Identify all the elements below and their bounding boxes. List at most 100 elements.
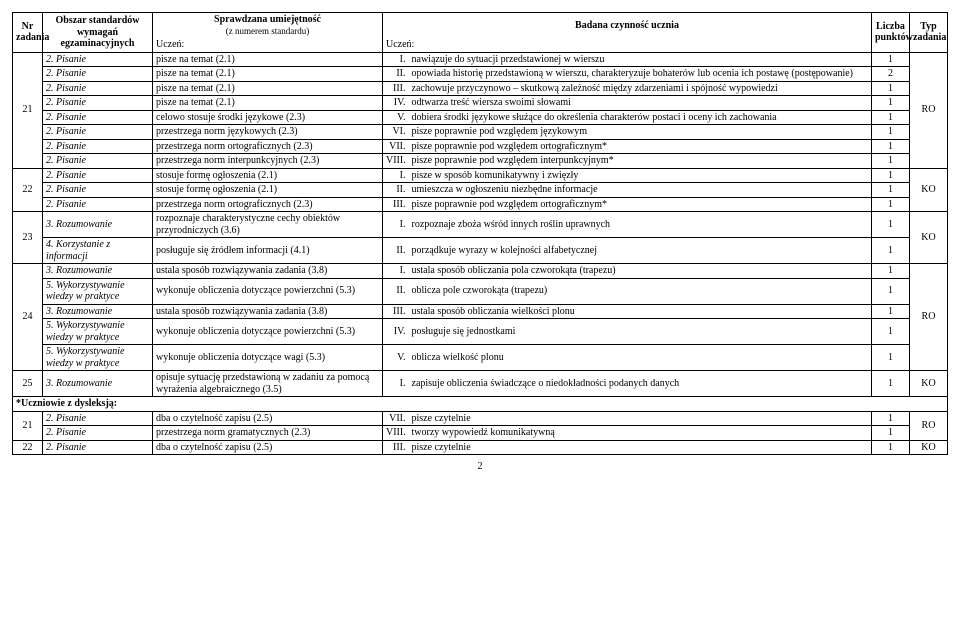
skill-cell: stosuje formę ogłoszenia (2.1)	[153, 183, 383, 198]
table-row: 2. Pisanieprzestrzega norm językowych (2…	[13, 125, 948, 140]
area-cell: 2. Pisanie	[43, 110, 153, 125]
task-number: 21	[13, 411, 43, 440]
activity-num: III.	[383, 304, 409, 319]
activity-num: VII.	[383, 411, 409, 426]
points-cell: 1	[872, 183, 910, 198]
skill-cell: stosuje formę ogłoszenia (2.1)	[153, 168, 383, 183]
points-cell: 1	[872, 168, 910, 183]
activity-cell: pisze czytelnie	[409, 440, 872, 455]
points-cell: 1	[872, 110, 910, 125]
skill-cell: pisze na temat (2.1)	[153, 81, 383, 96]
skill-cell: wykonuje obliczenia dotyczące wagi (5.3)	[153, 345, 383, 371]
activity-num: VIII.	[383, 426, 409, 441]
skill-cell: ustala sposób rozwiązywania zadania (3.8…	[153, 304, 383, 319]
activity-cell: pisze poprawnie pod względem językowym	[409, 125, 872, 140]
skill-cell: przestrzega norm gramatycznych (2.3)	[153, 426, 383, 441]
table-row: 5. Wykorzystywanie wiedzy w praktycewyko…	[13, 319, 948, 345]
activity-cell: pisze poprawnie pod względem ortograficz…	[409, 197, 872, 212]
area-cell: 3. Rozumowanie	[43, 371, 153, 397]
area-cell: 3. Rozumowanie	[43, 212, 153, 238]
table-row: 2. Pisaniestosuje formę ogłoszenia (2.1)…	[13, 183, 948, 198]
activity-num: VI.	[383, 125, 409, 140]
activity-cell: pisze poprawnie pod względem ortograficz…	[409, 139, 872, 154]
activity-num: III.	[383, 440, 409, 455]
activity-num: VII.	[383, 139, 409, 154]
task-number: 22	[13, 168, 43, 212]
activity-num: I.	[383, 168, 409, 183]
activity-cell: porządkuje wyrazy w kolejności alfabetyc…	[409, 238, 872, 264]
skill-cell: wykonuje obliczenia dotyczące powierzchn…	[153, 319, 383, 345]
table-row: 243. Rozumowanieustala sposób rozwiązywa…	[13, 264, 948, 279]
table-row: 2. Pisanieprzestrzega norm ortograficzny…	[13, 197, 948, 212]
table-row: 2. Pisaniepisze na temat (2.1)III.zachow…	[13, 81, 948, 96]
skill-cell: dba o czytelność zapisu (2.5)	[153, 440, 383, 455]
area-cell: 2. Pisanie	[43, 197, 153, 212]
table-row: 4. Korzystanie z informacjiposługuje się…	[13, 238, 948, 264]
activity-cell: oblicza wielkość plonu	[409, 345, 872, 371]
table-row: 2. Pisaniepisze na temat (2.1)IV.odtwarz…	[13, 96, 948, 111]
table-row: 212. Pisaniedba o czytelność zapisu (2.5…	[13, 411, 948, 426]
area-cell: 3. Rozumowanie	[43, 264, 153, 279]
activity-cell: tworzy wypowiedź komunikatywną	[409, 426, 872, 441]
area-cell: 2. Pisanie	[43, 183, 153, 198]
points-cell: 1	[872, 197, 910, 212]
type-cell: KO	[910, 168, 948, 212]
activity-num: II.	[383, 183, 409, 198]
activity-cell: posługuje się jednostkami	[409, 319, 872, 345]
area-cell: 5. Wykorzystywanie wiedzy w praktyce	[43, 278, 153, 304]
type-cell: KO	[910, 440, 948, 455]
activity-cell: zapisuje obliczenia świadczące o niedokł…	[409, 371, 872, 397]
type-cell: RO	[910, 52, 948, 168]
activity-num: I.	[383, 264, 409, 279]
table-row: 233. Rozumowanierozpoznaje charakterysty…	[13, 212, 948, 238]
area-cell: 4. Korzystanie z informacji	[43, 238, 153, 264]
activity-num: V.	[383, 345, 409, 371]
area-cell: 2. Pisanie	[43, 139, 153, 154]
activity-num: III.	[383, 81, 409, 96]
activity-num: VIII.	[383, 154, 409, 169]
table-row: 5. Wykorzystywanie wiedzy w praktycewyko…	[13, 345, 948, 371]
skill-cell: rozpoznaje charakterystyczne cechy obiek…	[153, 212, 383, 238]
activity-num: V.	[383, 110, 409, 125]
dyslexia-header-row: *Uczniowie z dysleksją:	[13, 397, 948, 412]
skill-cell: posługuje się źródłem informacji (4.1)	[153, 238, 383, 264]
table-row: 222. Pisaniedba o czytelność zapisu (2.5…	[13, 440, 948, 455]
area-cell: 2. Pisanie	[43, 81, 153, 96]
skill-cell: pisze na temat (2.1)	[153, 67, 383, 82]
points-cell: 1	[872, 212, 910, 238]
skill-cell: pisze na temat (2.1)	[153, 52, 383, 67]
activity-num: I.	[383, 212, 409, 238]
area-cell: 2. Pisanie	[43, 96, 153, 111]
activity-cell: zachowuje przyczynowo – skutkową zależno…	[409, 81, 872, 96]
skill-cell: wykonuje obliczenia dotyczące powierzchn…	[153, 278, 383, 304]
skill-cell: przestrzega norm ortograficznych (2.3)	[153, 139, 383, 154]
points-cell: 1	[872, 345, 910, 371]
type-cell: RO	[910, 411, 948, 440]
activity-cell: dobiera środki językowe służące do okreś…	[409, 110, 872, 125]
area-cell: 2. Pisanie	[43, 52, 153, 67]
area-cell: 2. Pisanie	[43, 411, 153, 426]
task-number: 22	[13, 440, 43, 455]
points-cell: 1	[872, 264, 910, 279]
activity-num: IV.	[383, 319, 409, 345]
activity-cell: umieszcza w ogłoszeniu niezbędne informa…	[409, 183, 872, 198]
points-cell: 1	[872, 304, 910, 319]
points-cell: 1	[872, 154, 910, 169]
area-cell: 2. Pisanie	[43, 154, 153, 169]
area-cell: 2. Pisanie	[43, 168, 153, 183]
activity-cell: pisze poprawnie pod względem interpunkcy…	[409, 154, 872, 169]
activity-num: I.	[383, 52, 409, 67]
task-number: 23	[13, 212, 43, 264]
points-cell: 1	[872, 426, 910, 441]
skill-cell: pisze na temat (2.1)	[153, 96, 383, 111]
area-cell: 2. Pisanie	[43, 440, 153, 455]
activity-cell: pisze w sposób komunikatywny i zwięzły	[409, 168, 872, 183]
activity-num: I.	[383, 371, 409, 397]
task-number: 24	[13, 264, 43, 371]
activity-cell: rozpoznaje zboża wśród innych roślin upr…	[409, 212, 872, 238]
area-cell: 2. Pisanie	[43, 426, 153, 441]
dyslexia-label: *Uczniowie z dysleksją:	[13, 397, 948, 412]
activity-cell: odtwarza treść wiersza swoimi słowami	[409, 96, 872, 111]
type-cell: RO	[910, 264, 948, 371]
activity-num: IV.	[383, 96, 409, 111]
